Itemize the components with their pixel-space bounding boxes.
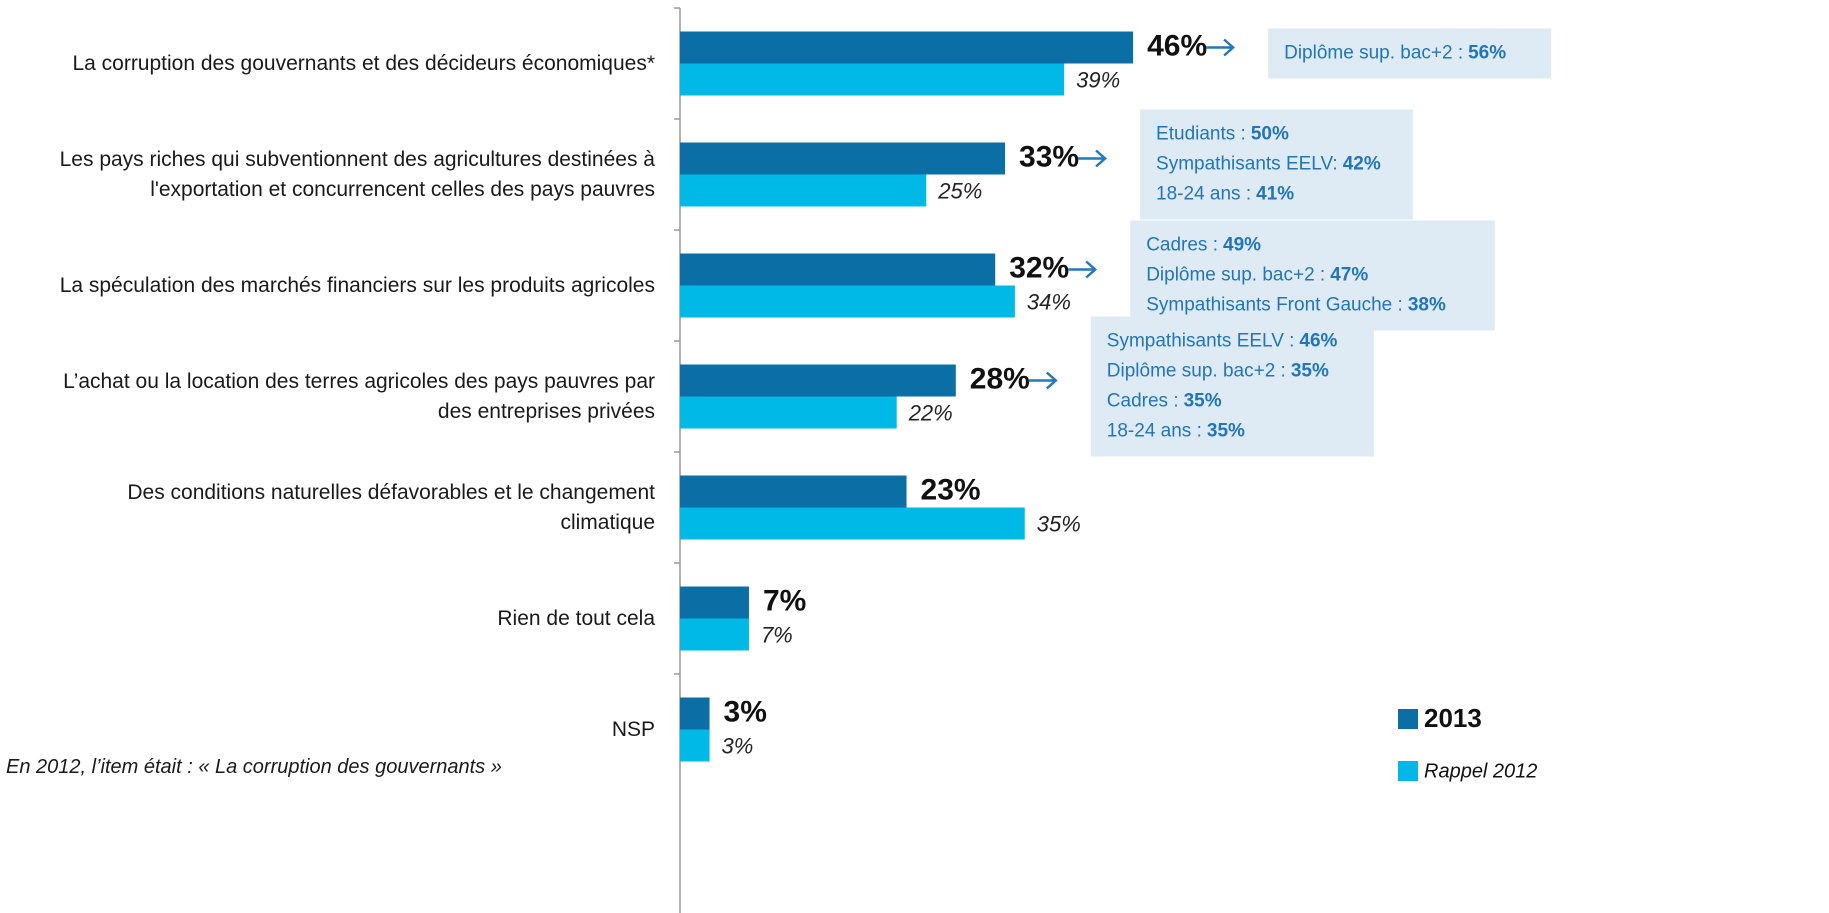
callout-label: Cadres : [1146,235,1218,256]
bar [680,285,1015,318]
category-label: La corruption des gouvernants et des déc… [72,51,655,75]
value-label: 32% [1009,251,1069,284]
callout-label: Diplôme sup. bac+2 : [1146,265,1325,286]
value-label: 7% [761,622,793,647]
callout-label: 18-24 ans : [1156,184,1251,205]
callout-label: 18-24 ans : [1107,421,1202,442]
value-label: 23% [921,473,981,506]
legend-label: 2013 [1424,703,1482,733]
callout-value: 35% [1291,361,1329,382]
callout-value: 46% [1299,331,1337,352]
callout-arrow [1028,371,1058,390]
callout-label: Etudiants : [1156,124,1246,145]
callout-value: 41% [1256,184,1294,205]
callout-box [1140,109,1413,220]
callout-value: 35% [1184,391,1222,412]
bar [680,174,927,207]
value-label: 39% [1076,67,1120,92]
callout-line: Cadres :49% [1146,235,1261,256]
callout-line: Sympathisants EELV: 42% [1156,154,1381,175]
legend-swatch [1398,709,1418,729]
callout-line: 18-24 ans :35% [1107,421,1245,442]
bar [680,586,749,619]
callout-label: Sympathisants EELV: [1156,154,1338,175]
value-label: 28% [970,362,1030,395]
callout-line: Sympathisants Front Gauche :38% [1146,295,1446,316]
callout-line: Diplôme sup. bac+2 :47% [1146,265,1368,286]
callout-line: Diplôme sup. bac+2 :35% [1107,361,1329,382]
bar [680,364,956,397]
callout-label: Sympathisants Front Gauche : [1146,295,1403,316]
callout-value: 35% [1207,421,1245,442]
callout-label: Cadres : [1107,391,1179,412]
bar [680,142,1006,175]
value-label: 34% [1027,289,1071,314]
value-label: 35% [1037,511,1081,536]
bar [680,729,710,762]
bar [680,475,907,508]
bar [680,507,1025,540]
footnote: En 2012, l’item était : « La corruption … [6,756,502,778]
callout-value: 50% [1251,124,1289,145]
bar [680,618,749,651]
callout-value: 38% [1408,295,1446,316]
callout-value: 42% [1343,154,1381,175]
callout-value: 49% [1223,235,1261,256]
value-label: 3% [722,733,754,758]
category-label: Les pays riches qui subventionnent des a… [59,147,655,201]
callout-label: Diplôme sup. bac+2 : [1107,361,1286,382]
value-label: 46% [1147,29,1207,62]
callout-box [1090,316,1374,457]
callout-value: 56% [1468,43,1506,64]
callout-arrow [1206,38,1235,57]
value-label: 22% [908,400,953,425]
callout-label: Diplôme sup. bac+2 : [1284,43,1463,64]
bar [680,63,1065,96]
category-label: La spéculation des marchés financiers su… [59,273,655,297]
legend-label: Rappel 2012 [1424,760,1537,782]
category-label: NSP [611,717,655,741]
legend-swatch [1398,761,1418,781]
category-label: Des conditions naturelles défavorables e… [127,480,655,534]
callout-arrow [1078,149,1107,168]
category-label: L’achat ou la location des terres agrico… [63,369,655,423]
callout-arrow [1068,260,1098,279]
callout-line: Etudiants :50% [1156,124,1289,145]
callout-line: 18-24 ans :41% [1156,184,1294,205]
bar [680,31,1134,64]
callout-line: Cadres :35% [1107,391,1222,412]
callout-line: Sympathisants EELV :46% [1107,331,1338,352]
bar [680,253,996,286]
value-label: 7% [763,584,806,617]
value-label: 25% [937,178,982,203]
value-label: 3% [724,695,767,728]
callout-box [1130,220,1495,331]
bar [680,697,710,730]
callout-value: 47% [1330,265,1368,286]
value-label: 33% [1019,140,1079,173]
bar [680,396,897,429]
callout-label: Sympathisants EELV : [1107,331,1295,352]
callout-box [1268,28,1552,79]
callout-line: Diplôme sup. bac+2 :56% [1284,43,1506,64]
category-label: Rien de tout cela [497,606,655,630]
